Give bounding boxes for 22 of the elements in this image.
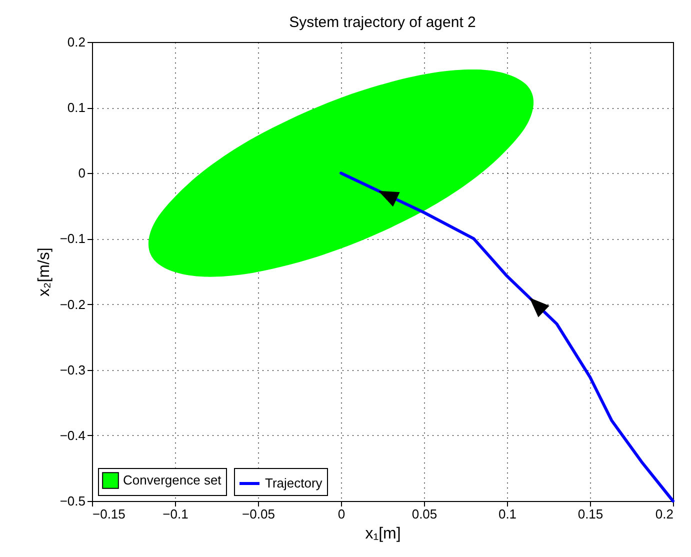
chart-title: System trajectory of agent 2 xyxy=(289,14,476,31)
y-tick-label: −0.2 xyxy=(60,296,86,312)
y-tick-label: −0.1 xyxy=(60,231,86,246)
x-tick-label: −0.15 xyxy=(92,506,126,522)
y-tick-label: −0.5 xyxy=(60,494,86,508)
line-series xyxy=(340,172,674,502)
legend-label: Convergence set xyxy=(123,472,222,488)
y-tick-label: 0 xyxy=(78,166,86,181)
y-tick-label: 0.2 xyxy=(67,34,86,50)
x-tick-label: 0 xyxy=(338,506,346,522)
x-axis-title: x₁[m] xyxy=(365,526,401,542)
legend-label: Trajectory xyxy=(265,476,323,490)
x-tick-label: −0.1 xyxy=(162,506,188,522)
x-tick-label: 0.1 xyxy=(498,506,517,522)
x-tick-label: 0.05 xyxy=(412,506,438,522)
y-tick-label: −0.4 xyxy=(60,428,86,443)
y-tick-label: 0.1 xyxy=(67,100,86,116)
x-tick-label: 0.2 xyxy=(655,506,674,522)
y-axis-title: x₂[m/s] xyxy=(36,248,53,296)
x-tick-label: −0.05 xyxy=(242,506,275,522)
y-tick-label: −0.3 xyxy=(60,362,86,378)
x-tick-label: 0.15 xyxy=(578,506,604,522)
